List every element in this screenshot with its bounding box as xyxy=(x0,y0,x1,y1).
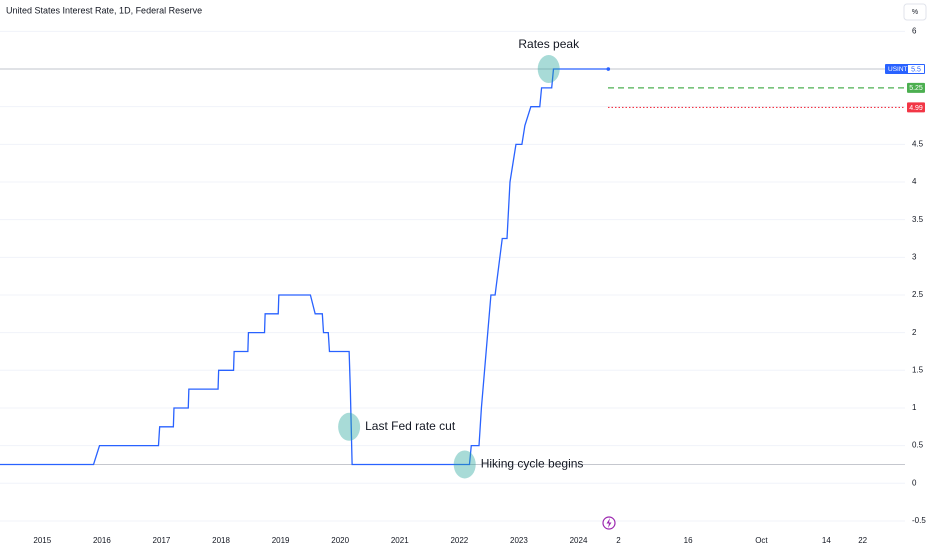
y-tick-label: 4.5 xyxy=(912,139,924,148)
annotation: Last Fed rate cut xyxy=(365,419,456,433)
unit-box[interactable] xyxy=(903,3,927,21)
series-line xyxy=(0,68,609,466)
y-tick-label: 3 xyxy=(912,252,917,261)
chart-title: United States Interest Rate, 1D, Federal… xyxy=(6,5,202,15)
x-tick-label: 2016 xyxy=(93,536,111,545)
event-icon[interactable] xyxy=(602,516,616,530)
event-bolt xyxy=(606,518,612,528)
annotation-marker xyxy=(453,450,476,479)
x-tick-label: 2024 xyxy=(570,536,588,545)
y-tick-label: 1.5 xyxy=(912,365,924,374)
y-tick-label: 2 xyxy=(912,328,917,337)
x-tick-label: 2015 xyxy=(33,536,51,545)
y-tick-label: 3.5 xyxy=(912,215,924,224)
level-label: 4.99 xyxy=(909,105,923,112)
x-tick-label: 2022 xyxy=(450,536,468,545)
x-tick-label: 14 xyxy=(822,536,831,545)
x-tick-label: Oct xyxy=(755,536,768,545)
y-tick-label: 2.5 xyxy=(912,290,924,299)
x-tick-label: 2 xyxy=(616,536,621,545)
last-point xyxy=(606,67,611,71)
annotation-marker xyxy=(537,55,560,84)
y-tick-label: 1 xyxy=(912,403,917,412)
x-tick-label: 16 xyxy=(684,536,693,545)
level-label: 5.25 xyxy=(909,85,923,92)
x-tick-label: 2023 xyxy=(510,536,528,545)
x-tick-label: 2017 xyxy=(153,536,171,545)
series-last-value: 5.5 xyxy=(911,66,921,73)
y-tick-label: 0 xyxy=(912,478,917,487)
x-tick-label: 2021 xyxy=(391,536,409,545)
y-tick-label: -0.5 xyxy=(912,516,926,525)
x-tick-label: 2019 xyxy=(272,536,290,545)
y-tick-label: 0.5 xyxy=(912,441,924,450)
annotation: Rates peak xyxy=(518,37,580,51)
level-badge xyxy=(907,102,925,113)
annotation-marker xyxy=(338,412,361,441)
value-badge xyxy=(908,65,924,74)
y-tick-label: 6 xyxy=(912,26,917,35)
level-badge xyxy=(907,82,925,93)
y-tick-label: 4 xyxy=(912,177,917,186)
series-name: USINTR xyxy=(888,66,913,73)
x-tick-label: 22 xyxy=(858,536,867,545)
x-tick-label: 2018 xyxy=(212,536,230,545)
x-tick-label: 2020 xyxy=(331,536,349,545)
y-unit: % xyxy=(912,9,918,16)
annotation: Hiking cycle begins xyxy=(481,457,584,471)
